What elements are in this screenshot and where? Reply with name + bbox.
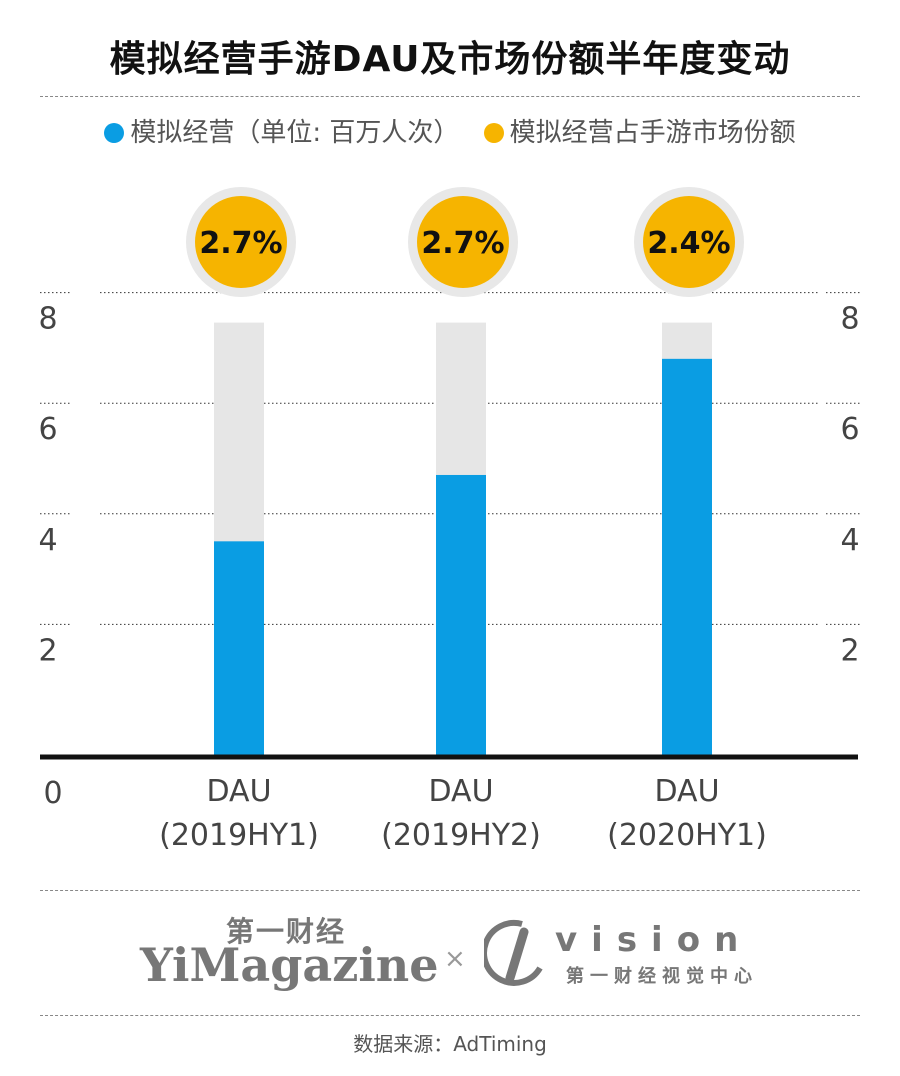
y-tick-label-left: 2 bbox=[38, 633, 57, 668]
share-circle bbox=[643, 196, 735, 288]
vision-logo: vision bbox=[555, 920, 753, 960]
collab-x: × bbox=[444, 944, 466, 974]
bar-chart: 2 2 4 4 6 6 8 8 0 2.7% DAU (2019HY1) 2.7% DAU (2019HY2… bbox=[38, 187, 860, 853]
legend-item-share: 模拟经营占手游市场份额 bbox=[483, 112, 796, 149]
bar-dau bbox=[436, 474, 486, 757]
x-tick-label-period: (2019HY2) bbox=[381, 818, 541, 853]
yimagazine-logo: YiMagazine bbox=[140, 938, 439, 992]
y-tick-label-right: 8 bbox=[840, 302, 859, 337]
data-source: 数据来源：AdTiming bbox=[353, 1032, 547, 1056]
y-tick-label-right: 4 bbox=[840, 523, 859, 558]
x-tick-label: DAU bbox=[206, 774, 271, 809]
legend-label-share: 模拟经营占手游市场份额 bbox=[509, 118, 796, 148]
x-tick-label: DAU bbox=[654, 774, 719, 809]
footer-divider-top bbox=[40, 890, 860, 891]
y-tick-label-left: 8 bbox=[38, 302, 57, 337]
legend-swatch-dau bbox=[104, 123, 125, 143]
legend-swatch-share bbox=[483, 123, 504, 143]
share-label: 2.7% bbox=[421, 226, 504, 261]
share-circle bbox=[195, 196, 287, 288]
yimagazine-logo-cn: 第一财经 bbox=[226, 915, 347, 948]
y-tick-label-left: 4 bbox=[38, 523, 57, 558]
vision-logo-icon bbox=[484, 919, 543, 986]
x-tick-label-period: (2020HY1) bbox=[607, 818, 767, 853]
vision-logo-cn: 第一财经视觉中心 bbox=[566, 966, 758, 987]
x-tick-label-period: (2019HY1) bbox=[159, 818, 319, 853]
y-zero-label: 0 bbox=[43, 776, 62, 811]
y-tick-label-right: 2 bbox=[840, 633, 859, 668]
x-tick-label: DAU bbox=[428, 774, 493, 809]
share-label: 2.7% bbox=[199, 226, 282, 261]
share-circle bbox=[417, 196, 509, 288]
title-divider bbox=[40, 96, 860, 97]
bar-dau bbox=[214, 541, 264, 757]
chart-title: 模拟经营手游DAU及市场份额半年度变动 bbox=[109, 39, 791, 80]
legend-label-dau: 模拟经营（单位: 百万人次） bbox=[130, 118, 460, 148]
share-label: 2.4% bbox=[647, 226, 730, 261]
legend: 模拟经营（单位: 百万人次） 模拟经营占手游市场份额 bbox=[0, 112, 900, 149]
footer-divider-bottom bbox=[40, 1015, 860, 1016]
bar-dau bbox=[662, 358, 712, 757]
legend-item-dau: 模拟经营（单位: 百万人次） bbox=[104, 112, 459, 149]
y-tick-label-right: 6 bbox=[840, 412, 859, 447]
y-tick-label-left: 6 bbox=[38, 412, 57, 447]
